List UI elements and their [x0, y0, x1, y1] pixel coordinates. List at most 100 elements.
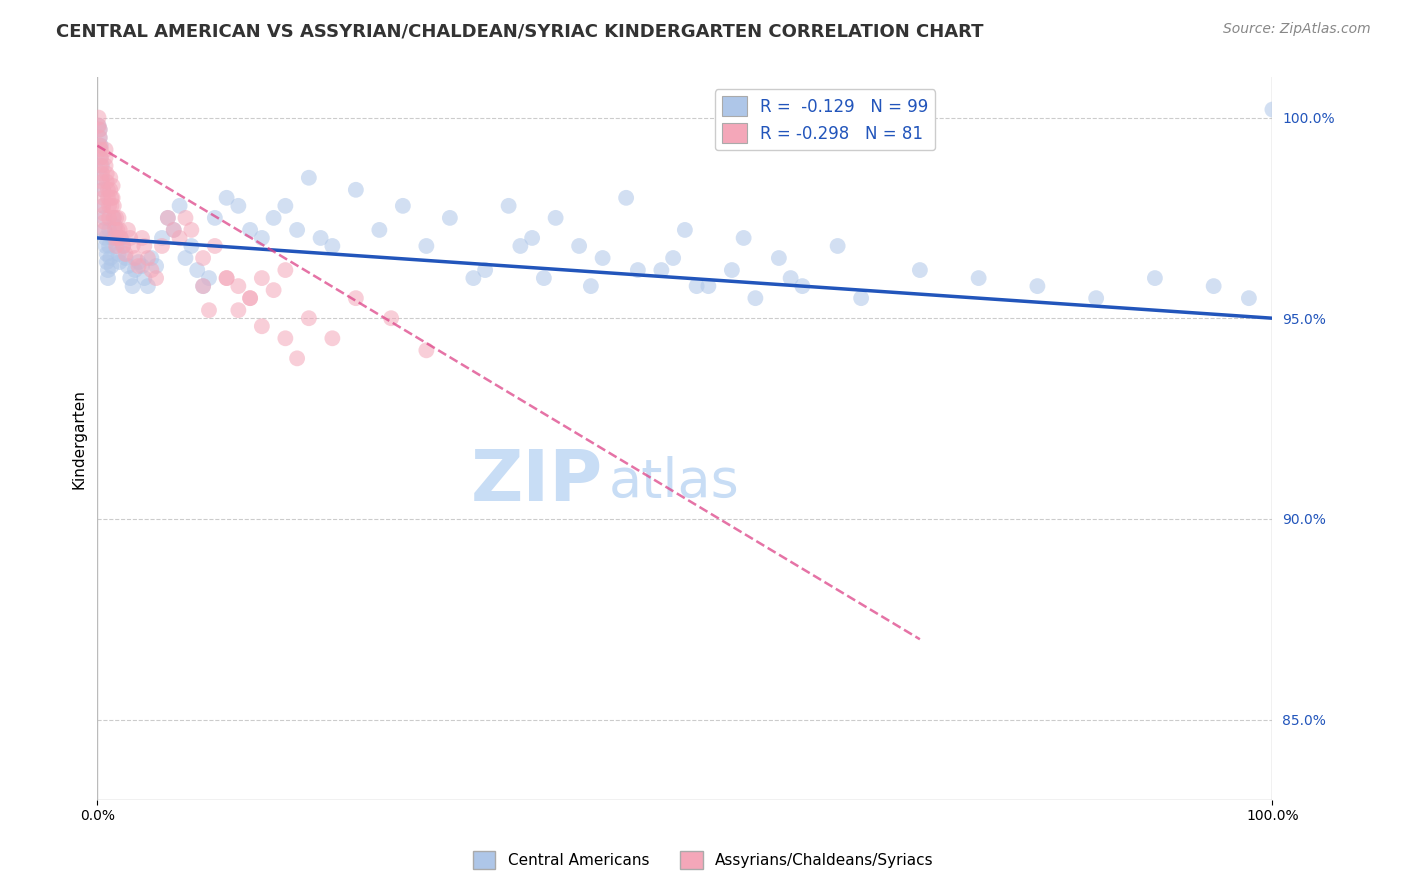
Point: [298, 170, 321, 185]
Point: [87, 119, 110, 133]
Point: [174, 251, 197, 265]
Point: [96, 167, 118, 181]
Point: [849, 291, 872, 305]
Point: [141, 263, 163, 277]
Point: [163, 223, 186, 237]
Point: [89, 130, 111, 145]
Point: [121, 239, 143, 253]
Point: [733, 231, 755, 245]
Point: [90, 138, 112, 153]
Point: [239, 291, 262, 305]
Point: [215, 271, 238, 285]
Point: [124, 263, 146, 277]
Point: [114, 247, 136, 261]
Point: [509, 239, 531, 253]
Point: [344, 291, 367, 305]
Legend: Central Americans, Assyrians/Chaldeans/Syriacs: Central Americans, Assyrians/Chaldeans/S…: [467, 845, 939, 875]
Point: [498, 199, 520, 213]
Text: Source: ZipAtlas.com: Source: ZipAtlas.com: [1223, 22, 1371, 37]
Point: [186, 263, 208, 277]
Point: [98, 199, 121, 213]
Point: [89, 130, 111, 145]
Point: [104, 219, 127, 233]
Point: [439, 211, 461, 225]
Point: [110, 231, 132, 245]
Point: [174, 211, 197, 225]
Point: [768, 251, 790, 265]
Point: [94, 239, 117, 253]
Point: [544, 211, 567, 225]
Point: [697, 279, 720, 293]
Point: [1143, 271, 1166, 285]
Point: [97, 263, 120, 277]
Point: [94, 143, 117, 157]
Point: [110, 231, 132, 245]
Point: [121, 279, 143, 293]
Point: [114, 251, 136, 265]
Point: [127, 259, 149, 273]
Point: [90, 151, 112, 165]
Point: [1261, 103, 1284, 117]
Point: [650, 263, 672, 277]
Point: [97, 191, 120, 205]
Point: [415, 239, 437, 253]
Point: [579, 279, 602, 293]
Point: [274, 199, 297, 213]
Point: [89, 138, 111, 153]
Point: [1026, 279, 1049, 293]
Point: [93, 223, 115, 237]
Point: [91, 191, 114, 205]
Point: [98, 183, 121, 197]
Point: [685, 279, 707, 293]
Point: [662, 251, 685, 265]
Point: [105, 231, 128, 245]
Point: [112, 239, 135, 253]
Point: [131, 231, 153, 245]
Point: [124, 251, 146, 265]
Point: [156, 211, 179, 225]
Point: [380, 311, 402, 326]
Point: [627, 263, 650, 277]
Point: [112, 239, 135, 253]
Point: [285, 351, 308, 366]
Point: [105, 211, 128, 225]
Point: [191, 279, 214, 293]
Point: [463, 271, 485, 285]
Point: [97, 271, 120, 285]
Point: [967, 271, 990, 285]
Point: [91, 167, 114, 181]
Point: [104, 223, 127, 237]
Point: [98, 251, 121, 265]
Point: [908, 263, 931, 277]
Point: [321, 331, 343, 345]
Point: [673, 223, 696, 237]
Point: [117, 259, 139, 273]
Point: [263, 211, 285, 225]
Point: [103, 199, 125, 213]
Point: [108, 255, 131, 269]
Text: CENTRAL AMERICAN VS ASSYRIAN/CHALDEAN/SYRIAC KINDERGARTEN CORRELATION CHART: CENTRAL AMERICAN VS ASSYRIAN/CHALDEAN/SY…: [56, 22, 984, 40]
Point: [107, 247, 129, 261]
Point: [100, 199, 122, 213]
Point: [98, 211, 121, 225]
Point: [169, 231, 191, 245]
Point: [96, 247, 118, 261]
Point: [120, 271, 142, 285]
Point: [298, 311, 321, 326]
Point: [415, 343, 437, 358]
Point: [97, 183, 120, 197]
Point: [309, 231, 332, 245]
Point: [87, 119, 110, 133]
Point: [94, 159, 117, 173]
Point: [98, 239, 121, 253]
Text: atlas: atlas: [609, 456, 740, 508]
Point: [150, 231, 173, 245]
Text: ZIP: ZIP: [471, 448, 603, 516]
Point: [91, 175, 114, 189]
Point: [134, 271, 156, 285]
Point: [215, 191, 238, 205]
Point: [215, 271, 238, 285]
Point: [344, 183, 367, 197]
Point: [93, 211, 115, 225]
Point: [228, 199, 250, 213]
